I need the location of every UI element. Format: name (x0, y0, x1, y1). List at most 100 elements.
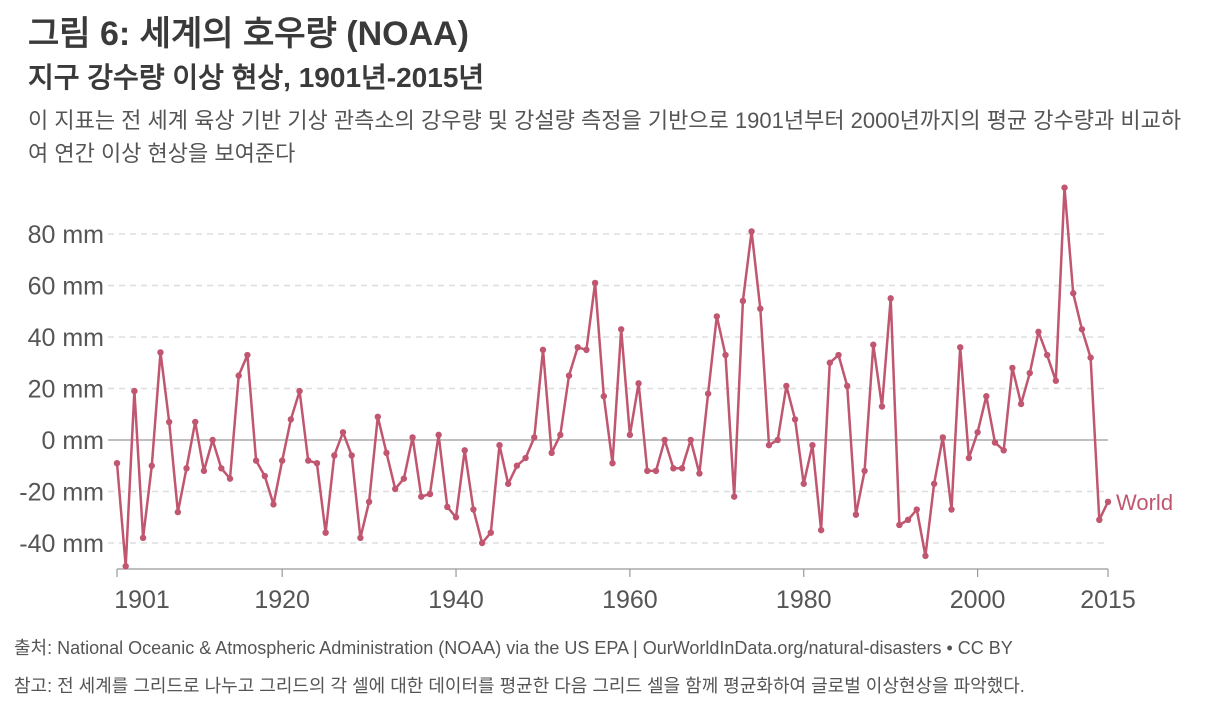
data-point (870, 341, 877, 348)
data-point (1104, 498, 1112, 505)
data-point (383, 449, 390, 457)
data-point (235, 372, 242, 379)
data-point (896, 521, 903, 529)
data-point (626, 431, 634, 439)
data-point (565, 372, 573, 379)
data-point (131, 387, 138, 395)
data-point (200, 467, 208, 475)
data-point (957, 344, 964, 351)
data-point (374, 413, 381, 421)
data-point (696, 470, 703, 477)
data-point (139, 534, 147, 542)
data-point (1070, 290, 1077, 297)
data-point (192, 418, 199, 426)
data-point (539, 346, 547, 354)
data-point (844, 382, 851, 390)
data-point (296, 387, 303, 395)
data-point (965, 454, 973, 462)
data-point (835, 351, 842, 359)
data-point (800, 480, 807, 487)
data-point (1017, 400, 1025, 408)
data-point (418, 493, 425, 500)
chart-subtitle: 지구 강수량 이상 현상, 1901년-2015년 (28, 62, 485, 93)
data-point (878, 403, 886, 410)
data-point (174, 508, 182, 516)
data-point (1026, 369, 1033, 377)
data-point (391, 485, 399, 493)
data-point (478, 539, 486, 547)
data-point (218, 465, 225, 472)
data-point (452, 514, 460, 521)
data-point (922, 552, 929, 560)
data-point (357, 534, 364, 542)
data-point (930, 480, 938, 487)
data-point (1009, 364, 1016, 372)
data-point (757, 305, 764, 312)
data-point (617, 326, 625, 333)
data-point (322, 529, 329, 536)
data-point (991, 439, 999, 446)
data-point (1043, 351, 1051, 359)
data-point (557, 431, 564, 439)
data-point (591, 279, 599, 287)
data-point (652, 467, 660, 475)
data-point (748, 228, 755, 235)
data-point (817, 526, 825, 534)
data-point (226, 475, 234, 482)
data-point (574, 344, 581, 351)
data-point (252, 457, 260, 464)
data-point (1061, 184, 1068, 191)
data-point (261, 472, 268, 480)
y-tick-label: 80 mm (28, 221, 104, 249)
y-tick-label: -40 mm (19, 530, 104, 558)
data-point (426, 490, 434, 498)
data-point (678, 465, 686, 472)
data-point (270, 501, 277, 508)
data-point (348, 452, 355, 459)
data-point (313, 459, 321, 467)
y-tick-label: 40 mm (28, 324, 104, 352)
data-point (644, 467, 651, 475)
chart-description: 이 지표는 전 세계 육상 기반 기상 관측소의 강우량 및 강설량 측정을 기… (28, 108, 1182, 166)
data-point (583, 346, 590, 354)
data-point (948, 506, 955, 513)
data-point (974, 429, 981, 436)
data-point (635, 380, 642, 387)
data-point (913, 506, 920, 513)
data-point (365, 498, 373, 505)
data-point (444, 503, 451, 511)
data-point (305, 457, 312, 464)
x-tick-label: 1940 (428, 586, 484, 614)
data-point (1035, 328, 1042, 336)
data-point (513, 462, 521, 469)
data-point (861, 467, 868, 475)
data-point (774, 436, 781, 444)
data-point (1078, 326, 1086, 333)
data-point (809, 441, 816, 449)
method-note: 참고: 전 세계를 그리드로 나누고 그리드의 각 셀에 대한 데이터를 평균한… (14, 676, 1025, 696)
data-point (113, 459, 121, 467)
data-point (904, 516, 912, 524)
data-point (791, 416, 799, 423)
data-point (783, 382, 790, 390)
data-point (704, 390, 712, 397)
data-point (331, 452, 338, 459)
data-point (157, 349, 164, 356)
data-point (531, 434, 538, 441)
data-point (939, 434, 947, 441)
data-point (122, 562, 129, 570)
data-point (826, 359, 834, 366)
y-tick-label: 0 mm (42, 427, 105, 455)
data-point (609, 459, 616, 467)
data-point (852, 511, 860, 518)
data-point (661, 436, 668, 444)
data-point (496, 441, 503, 449)
data-point (887, 295, 894, 302)
chart-title: 그림 6: 세계의 호우량 (NOAA) (28, 15, 470, 53)
y-tick-label: 60 mm (28, 273, 104, 301)
series-label-world: World (1116, 490, 1173, 515)
data-point (148, 462, 155, 469)
data-point (165, 418, 173, 426)
data-point (244, 351, 251, 359)
data-point (522, 454, 529, 462)
